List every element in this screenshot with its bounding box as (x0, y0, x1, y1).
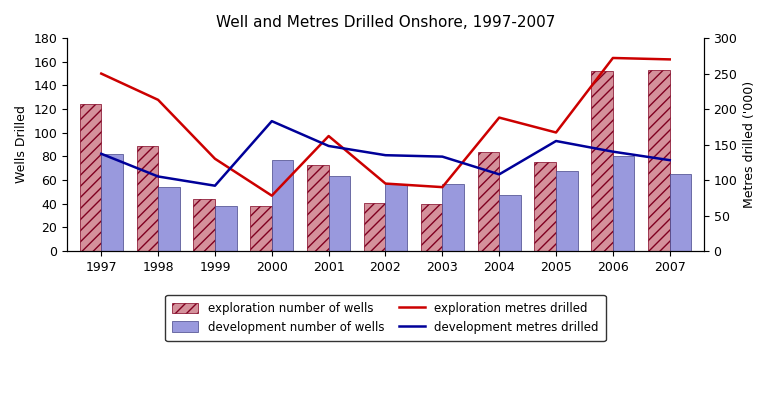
Legend: exploration number of wells, development number of wells, exploration metres dri: exploration number of wells, development… (166, 295, 605, 341)
Bar (556, 171, 577, 251)
Bar (534, 162, 556, 251)
Bar (136, 146, 158, 251)
Bar (215, 206, 237, 251)
Bar (477, 152, 499, 251)
Bar (591, 71, 613, 251)
Bar (307, 165, 328, 251)
Bar (79, 104, 101, 251)
Bar (670, 174, 692, 251)
Bar (443, 183, 464, 251)
Y-axis label: Wells Drilled: Wells Drilled (15, 105, 28, 183)
Y-axis label: Metres drilled ('000): Metres drilled ('000) (743, 81, 756, 208)
Bar (101, 154, 123, 251)
Bar (364, 203, 386, 251)
Bar (251, 206, 272, 251)
Bar (158, 187, 180, 251)
Bar (421, 204, 443, 251)
Bar (194, 199, 215, 251)
Bar (648, 70, 670, 251)
Bar (386, 183, 407, 251)
Title: Well and Metres Drilled Onshore, 1997-2007: Well and Metres Drilled Onshore, 1997-20… (216, 15, 555, 30)
Bar (613, 156, 635, 251)
Bar (328, 176, 350, 251)
Bar (499, 195, 520, 251)
Bar (272, 160, 294, 251)
